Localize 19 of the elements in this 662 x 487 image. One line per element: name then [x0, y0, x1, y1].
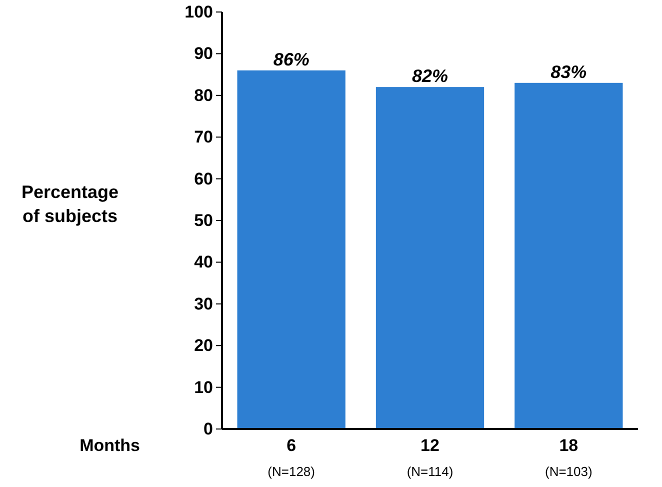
y-tick-label: 90	[194, 44, 213, 64]
y-tick-label: 100	[184, 2, 213, 22]
x-tick-label: 6 (N=128)	[268, 436, 315, 479]
data-label: 82%	[412, 66, 448, 86]
y-tick-label: 40	[194, 252, 213, 272]
x-axis-title: Months	[80, 436, 140, 455]
x-tick-label: 18 (N=103)	[545, 436, 592, 479]
y-tick-label: 80	[194, 86, 213, 105]
y-tick-label: 30	[194, 294, 213, 314]
y-tick-label: 20	[194, 336, 213, 356]
data-label: 83%	[550, 62, 587, 82]
data-label: 86%	[273, 49, 310, 70]
y-tick-label: 10	[194, 378, 213, 397]
y-tick-label: 70	[194, 128, 213, 147]
x-tick-label: 12 (N=114)	[406, 436, 454, 479]
y-tick-label: 60	[194, 169, 213, 188]
y-tick-label: 0	[204, 419, 213, 438]
y-axis-title: Percentage of subjects	[21, 182, 119, 226]
y-tick-label: 50	[194, 210, 213, 230]
